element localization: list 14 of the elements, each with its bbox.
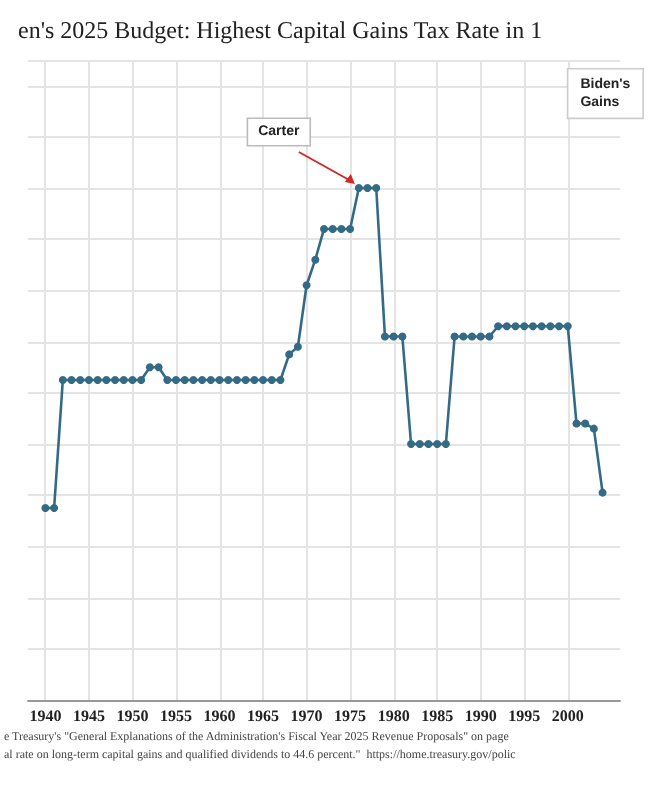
x-tick-label: 1950 <box>116 707 149 725</box>
x-tick-label: 1945 <box>72 707 105 725</box>
x-tick-label: 2000 <box>551 707 584 725</box>
x-tick-label: 1965 <box>247 707 280 725</box>
x-tick-label: 1975 <box>334 707 367 725</box>
x-tick-label: 1970 <box>290 707 323 725</box>
x-tick-label: 1985 <box>421 707 454 725</box>
x-tick-label: 1940 <box>29 707 62 725</box>
chart-title: en's 2025 Budget: Highest Capital Gains Tax Rate in 1 <box>18 16 543 44</box>
x-tick-label: 1990 <box>464 707 497 725</box>
x-tick-label: 1980 <box>377 707 410 725</box>
x-tick-label: 1995 <box>508 707 541 725</box>
x-tick-label: 1960 <box>203 707 236 725</box>
x-tick-label: 1955 <box>160 707 192 725</box>
